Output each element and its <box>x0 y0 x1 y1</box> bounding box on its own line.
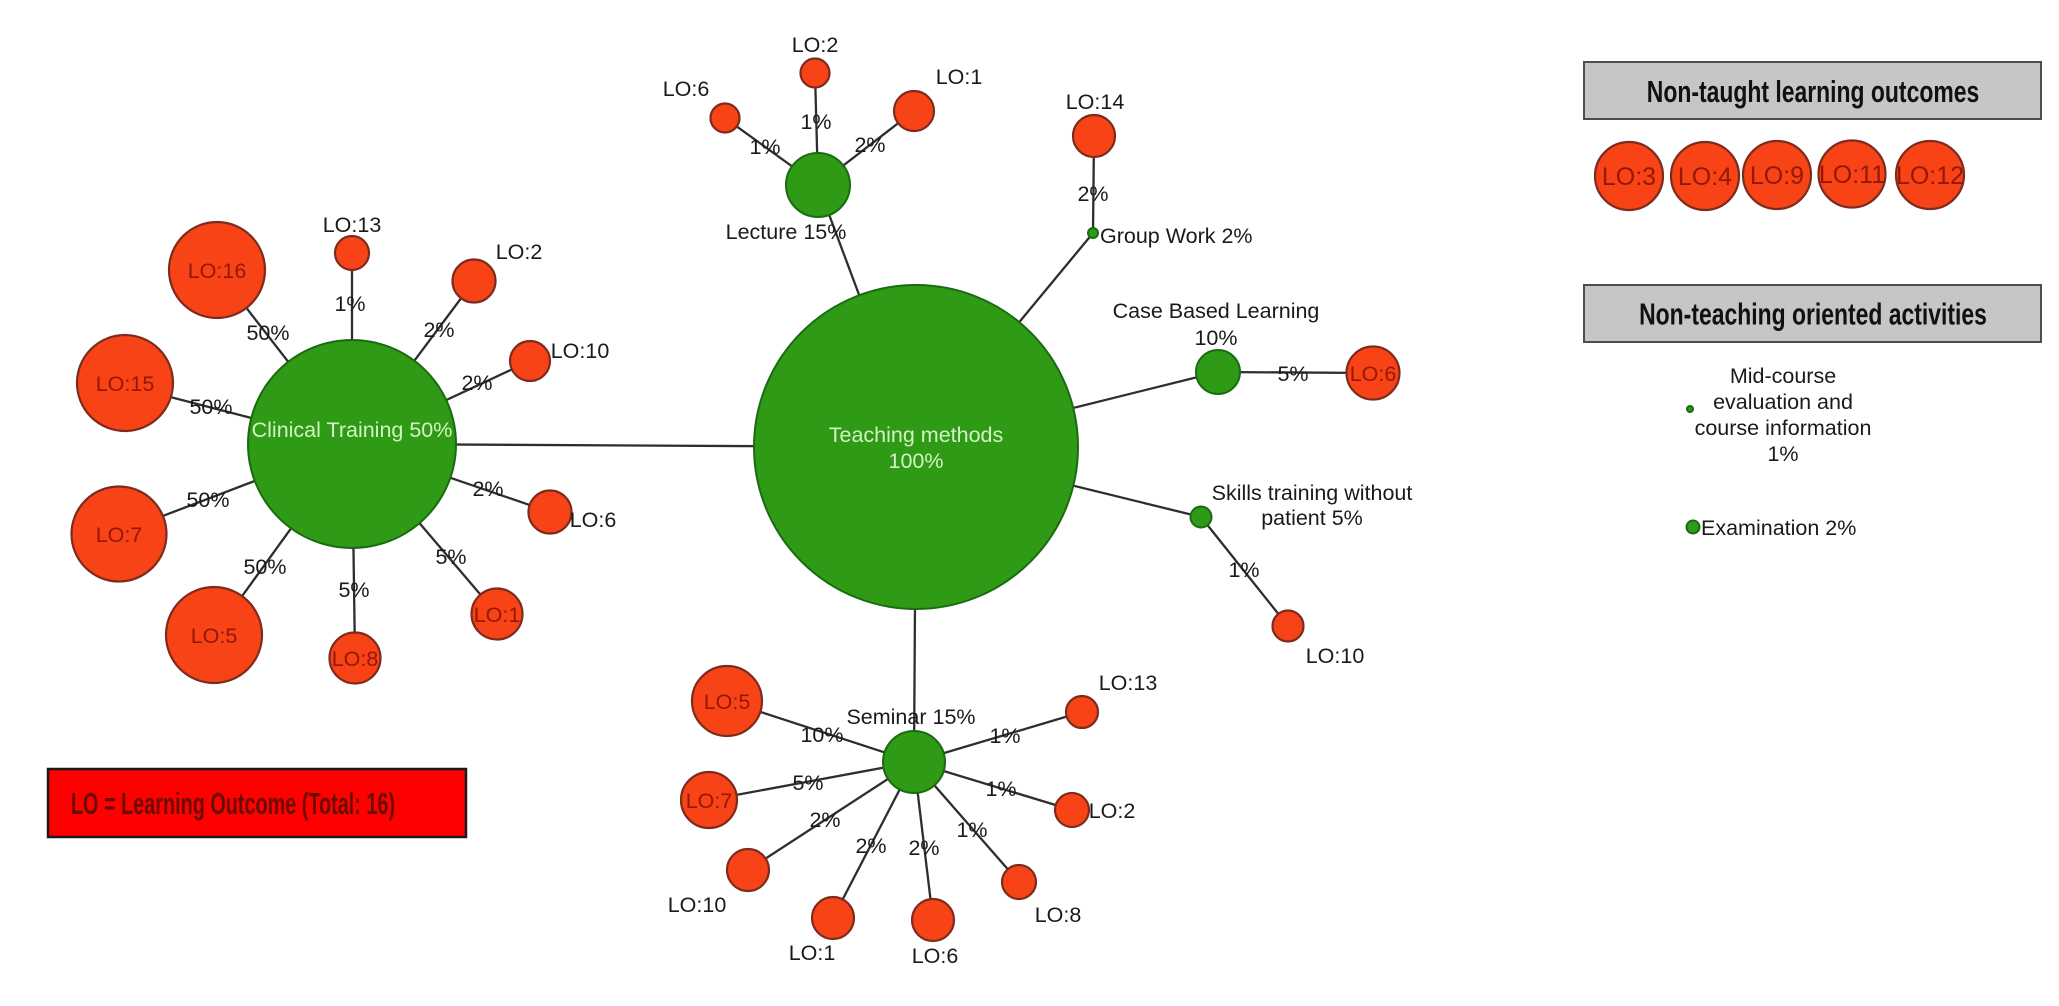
svg-text:Skills training without: Skills training without <box>1212 481 1413 505</box>
svg-text:LO:10: LO:10 <box>1306 644 1365 668</box>
svg-text:LO:3: LO:3 <box>1602 163 1656 191</box>
svg-text:Group Work 2%: Group Work 2% <box>1100 224 1253 248</box>
svg-text:1%: 1% <box>1228 558 1259 582</box>
svg-text:LO:7: LO:7 <box>96 523 143 547</box>
svg-text:5%: 5% <box>1277 362 1308 386</box>
svg-text:1%: 1% <box>985 777 1016 801</box>
svg-text:LO:10: LO:10 <box>668 893 727 917</box>
svg-text:Examination 2%: Examination 2% <box>1701 516 1856 540</box>
svg-text:patient 5%: patient 5% <box>1261 506 1363 530</box>
svg-text:Lecture 15%: Lecture 15% <box>726 220 847 244</box>
svg-text:10%: 10% <box>800 723 843 747</box>
svg-text:50%: 50% <box>246 321 289 345</box>
svg-text:LO:7: LO:7 <box>686 789 733 813</box>
svg-text:1%: 1% <box>1767 442 1798 466</box>
svg-text:5%: 5% <box>338 578 369 602</box>
svg-text:Mid-course: Mid-course <box>1730 364 1836 388</box>
svg-text:LO:9: LO:9 <box>1750 162 1804 190</box>
svg-text:1%: 1% <box>956 818 987 842</box>
svg-text:LO:5: LO:5 <box>191 624 238 648</box>
svg-text:2%: 2% <box>423 318 454 342</box>
svg-text:LO:6: LO:6 <box>1350 362 1397 386</box>
svg-text:course information: course information <box>1695 416 1872 440</box>
svg-text:LO:11: LO:11 <box>1819 161 1885 189</box>
svg-text:LO:14: LO:14 <box>1066 90 1125 114</box>
svg-text:50%: 50% <box>243 555 286 579</box>
svg-text:LO:2: LO:2 <box>1089 799 1136 823</box>
svg-text:5%: 5% <box>435 545 466 569</box>
svg-text:LO:15: LO:15 <box>96 372 155 396</box>
svg-text:2%: 2% <box>809 808 840 832</box>
svg-text:LO:2: LO:2 <box>792 33 839 57</box>
svg-text:50%: 50% <box>189 395 232 419</box>
svg-text:1%: 1% <box>989 724 1020 748</box>
svg-text:Seminar 15%: Seminar 15% <box>846 705 975 729</box>
svg-text:100%: 100% <box>889 449 944 473</box>
svg-text:LO:13: LO:13 <box>323 213 382 237</box>
svg-text:2%: 2% <box>461 371 492 395</box>
svg-text:2%: 2% <box>854 133 885 157</box>
svg-text:LO:5: LO:5 <box>704 690 751 714</box>
svg-text:Clinical Training 50%: Clinical Training 50% <box>252 418 453 442</box>
svg-text:LO:12: LO:12 <box>1896 162 1964 190</box>
svg-text:10%: 10% <box>1194 326 1237 350</box>
svg-text:LO:13: LO:13 <box>1099 671 1158 695</box>
svg-text:2%: 2% <box>472 477 503 501</box>
svg-text:LO:6: LO:6 <box>912 944 959 968</box>
svg-text:50%: 50% <box>186 488 229 512</box>
svg-text:1%: 1% <box>749 135 780 159</box>
svg-text:LO:2: LO:2 <box>496 240 543 264</box>
svg-text:Non-teaching oriented activiti: Non-teaching oriented activities <box>1639 296 1987 331</box>
svg-text:Case Based Learning: Case Based Learning <box>1113 299 1320 323</box>
svg-text:LO = Learning Outcome (Total:: LO = Learning Outcome (Total: 16) <box>71 785 395 821</box>
svg-text:2%: 2% <box>908 836 939 860</box>
svg-text:evaluation and: evaluation and <box>1713 390 1853 414</box>
svg-text:LO:1: LO:1 <box>936 65 983 89</box>
svg-text:2%: 2% <box>855 834 886 858</box>
svg-text:Non-taught learning outcomes: Non-taught learning outcomes <box>1647 74 1979 109</box>
svg-text:1%: 1% <box>334 292 365 316</box>
svg-text:LO:1: LO:1 <box>789 941 836 965</box>
svg-text:LO:6: LO:6 <box>663 77 710 101</box>
svg-text:2%: 2% <box>1077 182 1108 206</box>
svg-text:Teaching methods: Teaching methods <box>829 423 1004 447</box>
svg-text:LO:1: LO:1 <box>474 603 521 627</box>
svg-text:LO:10: LO:10 <box>551 339 610 363</box>
svg-text:LO:16: LO:16 <box>188 259 247 283</box>
svg-text:LO:8: LO:8 <box>332 647 379 671</box>
svg-text:1%: 1% <box>800 110 831 134</box>
svg-text:LO:4: LO:4 <box>1678 163 1732 191</box>
svg-text:LO:6: LO:6 <box>570 508 617 532</box>
svg-text:LO:8: LO:8 <box>1035 903 1082 927</box>
svg-text:5%: 5% <box>792 771 823 795</box>
